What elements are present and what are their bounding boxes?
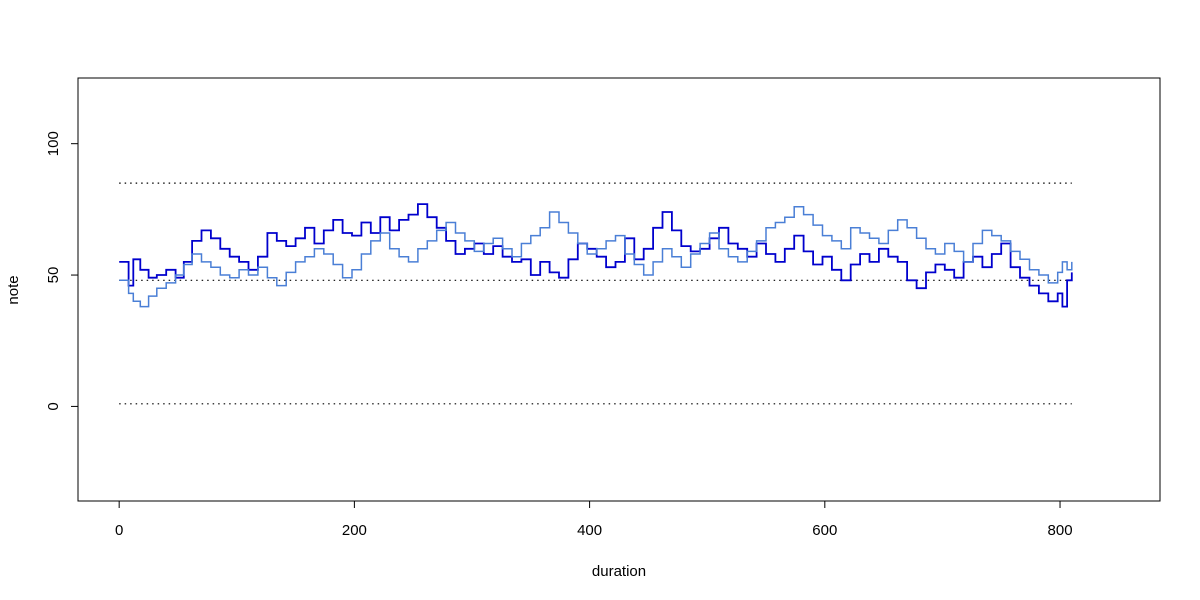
x-axis: 0 200 400 600 800 [115, 500, 1073, 539]
reference-lines [119, 182, 1072, 405]
y-axis-label: note [5, 275, 22, 304]
x-tick-label: 600 [812, 522, 837, 539]
x-axis-label: duration [592, 563, 646, 580]
y-tick-label: 100 [45, 131, 62, 156]
series-line-1 [119, 203, 1073, 308]
y-tick-label: 0 [45, 402, 62, 410]
y-tick-label: 50 [45, 267, 62, 284]
y-axis: 0 50 100 [45, 131, 79, 411]
x-tick-label: 400 [577, 522, 602, 539]
x-tick-label: 0 [115, 522, 123, 539]
series-group [119, 203, 1073, 308]
plot-frame [77, 77, 1161, 502]
x-tick-label: 800 [1048, 522, 1073, 539]
series-line-2 [119, 205, 1073, 308]
x-tick-label: 200 [342, 522, 367, 539]
